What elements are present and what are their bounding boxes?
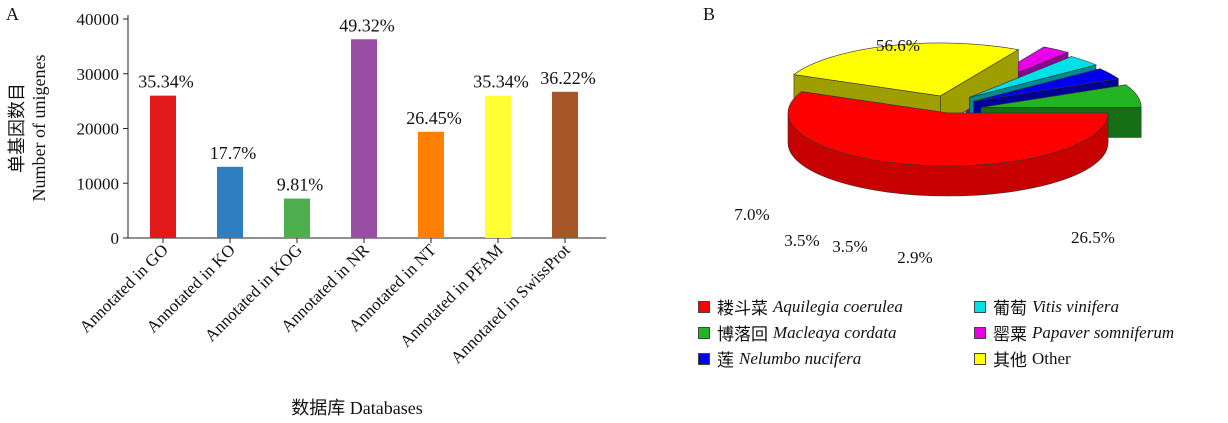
legend-label-cn-macleaya: 博落回 [717, 325, 768, 344]
y-axis-label-cn: 单基因数目 [7, 83, 27, 173]
legend-label-cn-other: 其他 [993, 351, 1027, 370]
pie-slice-top [969, 56, 1097, 98]
x-tick-label: Annotated in SwissProt [447, 240, 574, 367]
pie-slice-aquilegia [787, 91, 1109, 197]
bar [217, 166, 243, 238]
pie-label-vitis: 3.5% [832, 237, 867, 256]
legend-label-nelumbo: Nelumbo nucifera [739, 348, 862, 368]
bar-group: 35.34% 17.7% 9.81% 49.32% 26.45% 35.34% 36.22% [138, 15, 596, 239]
legend-swatch-papaver [974, 326, 986, 339]
bar-data-label: 36.22% [540, 68, 596, 88]
legend-label-cn-aquilegia: 耧斗菜 [717, 299, 768, 318]
y-tick-label: 20000 [77, 120, 120, 139]
bar-data-label: 35.34% [473, 72, 529, 92]
y-tick-label: 10000 [77, 174, 120, 193]
legend-swatch-nelumbo [698, 352, 710, 365]
x-axis-label: 数据库 Databases [291, 398, 422, 418]
y-tick-label: 0 [111, 229, 120, 248]
panel-a-letter: A [6, 4, 19, 24]
legend-label-other: Other [1032, 348, 1071, 368]
pie-label-papaver: 2.9% [897, 248, 932, 267]
legend-item-nelumbo: 莲 Nelumbo nucifera [698, 346, 861, 371]
bar-data-label: 9.81% [277, 175, 324, 195]
pie-slice-group [787, 42, 1142, 197]
legend-label-vitis: Vitis vinifera [1032, 296, 1120, 316]
legend-item-papaver: 罂粟 Papaver somniferum [974, 320, 1174, 345]
bar-data-label: 35.34% [138, 72, 194, 92]
bar-data-label: 49.32% [339, 15, 395, 35]
bar [552, 91, 578, 238]
bar-data-label: 26.45% [406, 108, 462, 128]
bar-chart: 0 10000 20000 30000 40000 35.34% 17.7% 9.81% 49… [7, 10, 606, 418]
legend-item-aquilegia: 耧斗菜 Aquilegia coerulea [698, 294, 903, 319]
y-tick-label: 40000 [77, 10, 120, 29]
pie-slice-top [793, 42, 1020, 97]
bar [351, 39, 377, 238]
bar [150, 95, 176, 239]
y-tick-group: 0 10000 20000 30000 40000 [77, 10, 128, 248]
pie-slice-top [787, 91, 1109, 167]
legend-swatch-vitis [974, 300, 986, 313]
bar [418, 131, 444, 238]
bar [284, 198, 310, 238]
legend-label-cn-papaver: 罂粟 [993, 325, 1027, 344]
legend-swatch-macleaya [698, 326, 710, 339]
legend-item-vitis: 葡萄 Vitis vinifera [974, 294, 1119, 319]
legend-swatch-other [974, 352, 986, 365]
pie-chart: 56.6% 26.5% 2.9% 3.5% 3.5% 7.0% [734, 36, 1142, 267]
pie-slice-top [973, 68, 1120, 102]
y-axis-label: Number of unigenes [29, 55, 49, 202]
pie-label-nelumbo: 3.5% [784, 231, 819, 250]
pie-label-other: 26.5% [1071, 228, 1115, 247]
legend-item-macleaya: 博落回 Macleaya cordata [698, 320, 897, 345]
pie-slice-top [981, 84, 1142, 108]
pie-label-macleaya: 7.0% [734, 205, 769, 224]
legend-label-papaver: Papaver somniferum [1032, 322, 1175, 342]
legend-swatch-aquilegia [698, 300, 710, 313]
legend-label-macleaya: Macleaya cordata [773, 322, 897, 342]
pie-label-aquilegia: 56.6% [876, 36, 920, 55]
legend-label-aquilegia: Aquilegia coerulea [773, 296, 903, 316]
panel-b-letter: B [703, 4, 716, 24]
pie-label-group: 56.6% 26.5% 2.9% 3.5% 3.5% 7.0% [734, 36, 1115, 267]
legend-label-cn-vitis: 葡萄 [993, 299, 1027, 318]
legend-label-cn-nelumbo: 莲 [717, 351, 734, 370]
y-tick-label: 30000 [77, 65, 120, 84]
bar [485, 95, 511, 239]
legend-item-other: 其他 Other [974, 346, 1071, 371]
bar-data-label: 17.7% [210, 143, 257, 163]
